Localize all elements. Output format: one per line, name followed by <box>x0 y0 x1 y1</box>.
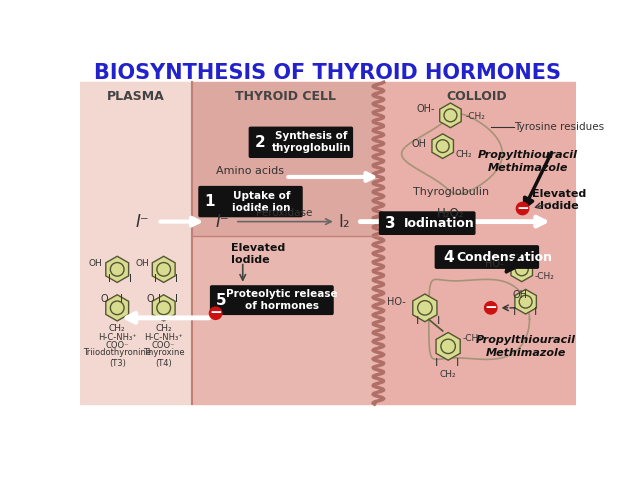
Polygon shape <box>432 134 453 158</box>
Text: CH₂: CH₂ <box>156 324 172 333</box>
Text: I: I <box>154 274 157 284</box>
Text: −: − <box>484 300 497 315</box>
Text: I: I <box>108 274 111 284</box>
Polygon shape <box>152 295 175 321</box>
Text: 5: 5 <box>216 293 227 308</box>
Bar <box>193 82 378 236</box>
Text: I: I <box>436 316 440 326</box>
Text: I⁻: I⁻ <box>216 213 229 230</box>
Bar <box>378 82 576 404</box>
Text: Uptake of
iodide ion: Uptake of iodide ion <box>232 191 291 213</box>
Circle shape <box>484 302 497 314</box>
Bar <box>80 82 193 404</box>
Circle shape <box>209 307 222 319</box>
Text: -CH₂: -CH₂ <box>535 272 555 281</box>
Text: I: I <box>513 308 516 317</box>
Text: COO⁻: COO⁻ <box>106 341 129 350</box>
Text: Peroxidase: Peroxidase <box>255 208 312 218</box>
Text: CH₂: CH₂ <box>109 324 125 333</box>
FancyBboxPatch shape <box>199 187 302 216</box>
Text: I: I <box>435 358 438 368</box>
Text: 1: 1 <box>204 194 214 209</box>
FancyBboxPatch shape <box>435 246 538 268</box>
Polygon shape <box>152 256 175 282</box>
Polygon shape <box>511 257 532 282</box>
Text: I: I <box>175 274 179 284</box>
FancyBboxPatch shape <box>250 127 353 157</box>
Text: BIOSYNTHESIS OF THYROID HORMONES: BIOSYNTHESIS OF THYROID HORMONES <box>95 63 561 83</box>
Text: Proteolytic release
of hormones: Proteolytic release of hormones <box>227 289 338 311</box>
Text: I: I <box>120 294 123 304</box>
Text: PLASMA: PLASMA <box>107 90 164 103</box>
Text: OH: OH <box>513 290 527 300</box>
Text: Thyroxine
(T4): Thyroxine (T4) <box>143 348 184 368</box>
Text: −: − <box>516 201 529 216</box>
Text: -CH₂: -CH₂ <box>465 112 485 121</box>
Text: I: I <box>456 358 459 368</box>
Text: Triiodothyronine
(T3): Triiodothyronine (T3) <box>83 348 151 368</box>
Text: CH₂: CH₂ <box>440 371 456 379</box>
Text: Propylthiouracil
Methimazole: Propylthiouracil Methimazole <box>478 150 578 173</box>
Text: H-C-NH₃⁺: H-C-NH₃⁺ <box>98 333 136 342</box>
Text: THYROID CELL: THYROID CELL <box>235 90 336 103</box>
Text: Iodination: Iodination <box>403 216 474 229</box>
Bar <box>193 236 378 404</box>
Text: Elevated
Iodide: Elevated Iodide <box>532 189 586 211</box>
Text: OH: OH <box>135 259 149 268</box>
Polygon shape <box>106 256 129 282</box>
Text: I: I <box>158 294 161 304</box>
Polygon shape <box>106 295 129 321</box>
Text: I: I <box>175 294 179 304</box>
FancyBboxPatch shape <box>380 212 475 234</box>
Text: I: I <box>534 308 538 317</box>
Text: CH₂: CH₂ <box>456 150 472 159</box>
Text: HO-: HO- <box>387 298 406 308</box>
Text: −: − <box>209 305 222 320</box>
Text: 4: 4 <box>443 250 453 264</box>
Text: Thyroglobulin: Thyroglobulin <box>413 187 490 197</box>
Text: Amino acids: Amino acids <box>216 166 284 176</box>
Text: Tyrosine residues: Tyrosine residues <box>514 122 604 132</box>
Text: -CH₂: -CH₂ <box>463 334 483 343</box>
Polygon shape <box>515 289 536 314</box>
Text: OH-: OH- <box>417 104 435 114</box>
Text: H₂O₂: H₂O₂ <box>436 207 464 220</box>
Text: COLLOID: COLLOID <box>447 90 507 103</box>
Text: I: I <box>415 316 419 326</box>
Bar <box>80 58 576 82</box>
Text: Synthesis of
thyroglobulin: Synthesis of thyroglobulin <box>272 132 351 153</box>
Text: O: O <box>147 294 154 304</box>
Polygon shape <box>440 103 461 128</box>
Text: I₂: I₂ <box>338 213 349 230</box>
Text: O: O <box>100 294 108 304</box>
Text: HO-: HO- <box>485 259 504 269</box>
Text: OH: OH <box>412 139 426 149</box>
Text: OH: OH <box>89 259 102 268</box>
Text: Elevated
Iodide: Elevated Iodide <box>231 243 285 265</box>
Text: COO⁻: COO⁻ <box>152 341 175 350</box>
Text: 3: 3 <box>385 216 396 231</box>
Polygon shape <box>413 294 437 322</box>
Text: H-C-NH₃⁺: H-C-NH₃⁺ <box>145 333 183 342</box>
Polygon shape <box>436 333 460 360</box>
Text: Condensation: Condensation <box>456 251 552 264</box>
Circle shape <box>516 203 529 215</box>
Text: I⁻: I⁻ <box>135 213 149 230</box>
Text: Propylthiouracil
Methimazole: Propylthiouracil Methimazole <box>476 335 575 358</box>
Text: 2: 2 <box>255 135 265 150</box>
Text: I: I <box>129 274 132 284</box>
FancyBboxPatch shape <box>211 286 333 314</box>
